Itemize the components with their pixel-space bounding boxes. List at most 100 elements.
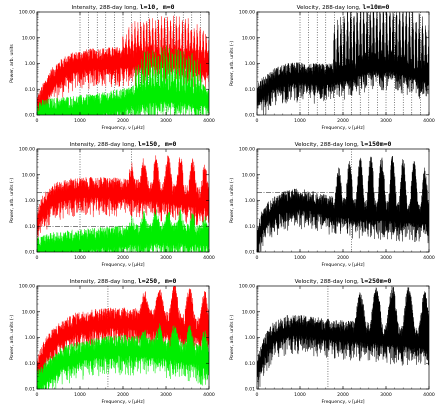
series-trend — [37, 94, 209, 115]
panel-title-text: Velocity, 288-day long, — [295, 142, 361, 148]
y-tick-label: 0.10 — [25, 361, 35, 367]
x-axis-label: Frequency, ν [μHz] — [101, 125, 144, 131]
x-tick-label: 2000 — [117, 255, 129, 261]
plot-area — [257, 149, 429, 252]
series-line — [37, 323, 209, 389]
panel-title-mode: l=250, m=0 — [138, 277, 177, 285]
x-axis-label: Frequency, ν [μHz] — [101, 399, 144, 405]
y-tick-label: 0.01 — [245, 113, 255, 119]
x-tick-label: 4000 — [203, 118, 215, 124]
y-tick-label: 100.00 — [239, 284, 255, 290]
series-trend — [37, 191, 209, 227]
x-tick-label: 2000 — [337, 255, 349, 261]
x-axis-label: Frequency, ν [μHz] — [101, 262, 144, 268]
x-axis-label: Frequency, ν [μHz] — [321, 125, 364, 131]
x-tick-label: 4000 — [423, 392, 435, 398]
panel-title-text: Intensity, 288-day long, — [72, 5, 140, 11]
plot-area — [257, 12, 429, 115]
panel-title-mode: l=10, m=0 — [140, 3, 175, 11]
plot-area — [37, 12, 209, 115]
series-trend — [257, 202, 429, 245]
x-tick-label: 3000 — [380, 255, 392, 261]
panel-title: Velocity, 288-day long, l=250m=0 — [295, 277, 392, 285]
y-tick-label: 0.01 — [25, 113, 35, 119]
y-axis-label: Power, arb. units (-) — [9, 178, 15, 224]
x-tick-label: 4000 — [203, 255, 215, 261]
y-tick-label: 1.00 — [245, 198, 255, 204]
y-tick-label: 0.01 — [25, 387, 35, 393]
plot-area — [37, 286, 209, 389]
panel-title-mode: l=150, m=0 — [138, 140, 177, 148]
series-line — [257, 155, 429, 252]
y-tick-label: 0.01 — [245, 387, 255, 393]
series-trend — [257, 64, 429, 98]
series-line — [37, 286, 209, 389]
plot-area — [37, 149, 209, 252]
x-tick-label: 1000 — [294, 118, 306, 124]
y-tick-label: 10.00 — [242, 172, 255, 178]
x-tick-label: 0 — [256, 118, 259, 124]
x-tick-label: 4000 — [423, 255, 435, 261]
x-tick-label: 1000 — [74, 392, 86, 398]
panel-title-mode: l=10m=0 — [362, 3, 389, 11]
y-tick-label: 100.00 — [239, 10, 255, 16]
y-tick-label: 100.00 — [19, 147, 35, 153]
series-line — [257, 286, 429, 389]
x-tick-label: 3000 — [160, 118, 172, 124]
x-tick-label: 3000 — [380, 118, 392, 124]
y-tick-label: 10.00 — [22, 309, 35, 315]
y-tick-label: 100.00 — [239, 147, 255, 153]
y-tick-label: 0.10 — [245, 224, 255, 230]
panel-title-mode: l=150m=0 — [361, 140, 392, 148]
panel-title: Intensity, 288-day long, l=250, m=0 — [70, 277, 177, 285]
chart-panel: 0 1000 2000 3000 4000 100.00 10.00 1.00 0.10 0.01… — [229, 140, 435, 268]
series-line — [37, 45, 209, 115]
x-tick-label: 0 — [36, 118, 39, 124]
x-axis-label: Frequency, ν [μHz] — [321, 262, 364, 268]
series-trend — [37, 348, 209, 385]
series-trend — [37, 235, 209, 252]
y-tick-label: 1.00 — [25, 335, 35, 341]
series-trend — [37, 321, 209, 372]
x-tick-label: 0 — [256, 255, 259, 261]
y-tick-label: 10.00 — [242, 35, 255, 41]
x-tick-label: 1000 — [74, 118, 86, 124]
y-tick-label: 0.10 — [25, 224, 35, 230]
panel-title-text: Velocity, 288-day long, — [297, 5, 363, 11]
y-tick-label: 0.10 — [25, 87, 35, 93]
x-tick-label: 3000 — [380, 392, 392, 398]
x-tick-label: 3000 — [160, 392, 172, 398]
y-tick-label: 10.00 — [22, 35, 35, 41]
x-tick-label: 1000 — [294, 392, 306, 398]
y-tick-label: 10.00 — [242, 309, 255, 315]
y-tick-label: 0.01 — [25, 250, 35, 256]
y-tick-label: 100.00 — [19, 284, 35, 290]
panel-title-text: Velocity, 288-day long, — [295, 279, 361, 285]
series-trend — [257, 329, 429, 372]
y-axis-label: Power, arb. units — [9, 44, 15, 83]
panel-title: Intensity, 288-day long, l=150, m=0 — [70, 140, 177, 148]
y-tick-label: 1.00 — [245, 335, 255, 341]
y-tick-label: 1.00 — [25, 61, 35, 67]
y-axis-label: Power, arb. units (-) — [229, 315, 235, 361]
x-tick-label: 0 — [36, 392, 39, 398]
x-tick-label: 4000 — [203, 392, 215, 398]
y-axis-label: Power, arb. units (-) — [9, 315, 15, 361]
y-tick-label: 10.00 — [22, 172, 35, 178]
y-tick-label: 0.10 — [245, 361, 255, 367]
x-tick-label: 0 — [256, 392, 259, 398]
y-axis-label: Power, arb. units (-) — [229, 178, 235, 224]
x-axis-label: Frequency, ν [μHz] — [321, 399, 364, 405]
x-tick-label: 3000 — [160, 255, 172, 261]
panel-title-text: Intensity, 288-day long, — [70, 279, 138, 285]
x-tick-label: 2000 — [337, 118, 349, 124]
x-tick-label: 4000 — [423, 118, 435, 124]
x-tick-label: 1000 — [294, 255, 306, 261]
y-tick-label: 1.00 — [245, 61, 255, 67]
panel-title: Velocity, 288-day long, l=150m=0 — [295, 140, 392, 148]
y-tick-label: 0.01 — [245, 250, 255, 256]
y-axis-label: Power, arb. units (-) — [229, 41, 235, 87]
panel-title-mode: l=250m=0 — [361, 277, 392, 285]
series-line — [37, 209, 209, 252]
